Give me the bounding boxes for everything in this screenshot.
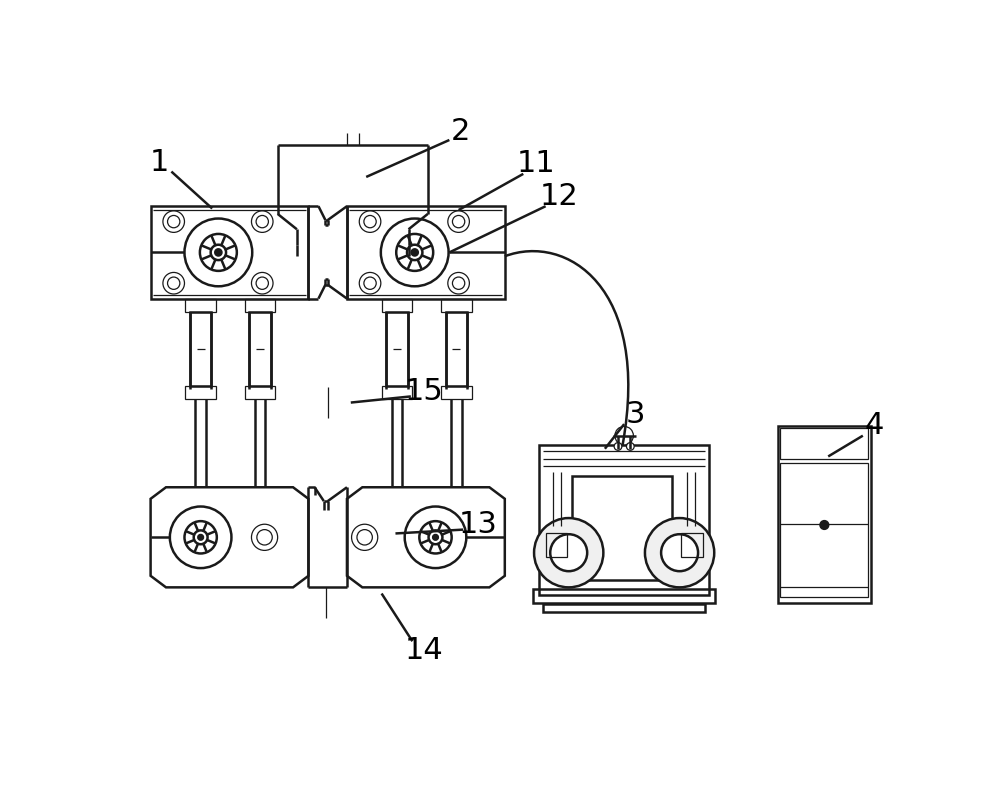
Circle shape (412, 249, 418, 255)
Bar (382, 299, 412, 313)
Bar (386, 313, 408, 385)
Bar (681, 533, 703, 556)
Bar (245, 385, 275, 400)
Circle shape (163, 211, 184, 232)
Circle shape (257, 530, 272, 545)
Circle shape (407, 245, 422, 260)
Text: 2: 2 (450, 117, 470, 146)
Circle shape (448, 273, 469, 294)
Bar (446, 313, 467, 385)
Circle shape (433, 535, 438, 540)
Bar (185, 299, 216, 313)
Circle shape (396, 234, 433, 271)
Circle shape (211, 245, 226, 260)
Circle shape (168, 215, 180, 228)
Bar (382, 385, 412, 400)
Text: 4: 4 (865, 411, 884, 440)
Bar (441, 299, 472, 313)
Bar (543, 604, 705, 612)
Circle shape (405, 507, 466, 568)
Circle shape (168, 277, 180, 289)
Bar (539, 445, 709, 595)
Text: 13: 13 (458, 510, 497, 539)
Bar (190, 313, 211, 385)
Text: 15: 15 (405, 377, 443, 406)
Circle shape (661, 534, 698, 571)
Circle shape (364, 215, 376, 228)
Circle shape (534, 518, 603, 587)
Circle shape (184, 218, 252, 286)
Circle shape (359, 211, 381, 232)
Circle shape (251, 211, 273, 232)
Bar (533, 589, 715, 603)
Circle shape (251, 273, 273, 294)
Text: 1: 1 (150, 148, 170, 177)
Circle shape (615, 426, 633, 445)
Text: 14: 14 (405, 636, 443, 665)
Circle shape (364, 277, 376, 289)
Text: 11: 11 (516, 150, 555, 178)
Bar (245, 299, 275, 313)
Bar (249, 313, 271, 385)
Circle shape (163, 273, 184, 294)
Bar (780, 428, 868, 459)
Bar (185, 385, 216, 400)
Circle shape (452, 215, 465, 228)
Bar (572, 476, 672, 580)
Circle shape (194, 530, 208, 545)
Circle shape (170, 507, 231, 568)
Circle shape (359, 273, 381, 294)
Circle shape (381, 218, 449, 286)
Circle shape (448, 211, 469, 232)
Circle shape (198, 535, 203, 540)
Circle shape (820, 521, 828, 529)
Circle shape (352, 524, 378, 550)
Circle shape (550, 534, 587, 571)
Circle shape (645, 518, 714, 587)
Circle shape (357, 530, 372, 545)
Bar (780, 463, 868, 597)
Circle shape (184, 521, 217, 553)
Text: 3: 3 (626, 400, 645, 429)
Circle shape (626, 443, 634, 450)
Circle shape (215, 249, 221, 255)
Text: 12: 12 (539, 183, 578, 211)
Circle shape (614, 443, 622, 450)
Circle shape (256, 277, 268, 289)
Circle shape (200, 234, 237, 271)
Circle shape (452, 277, 465, 289)
Bar (151, 206, 308, 299)
Bar (546, 533, 567, 556)
Circle shape (251, 524, 278, 550)
Circle shape (256, 215, 268, 228)
Bar (778, 426, 871, 603)
Bar (441, 385, 472, 400)
Circle shape (429, 530, 442, 545)
Bar (347, 206, 505, 299)
Circle shape (419, 521, 452, 553)
